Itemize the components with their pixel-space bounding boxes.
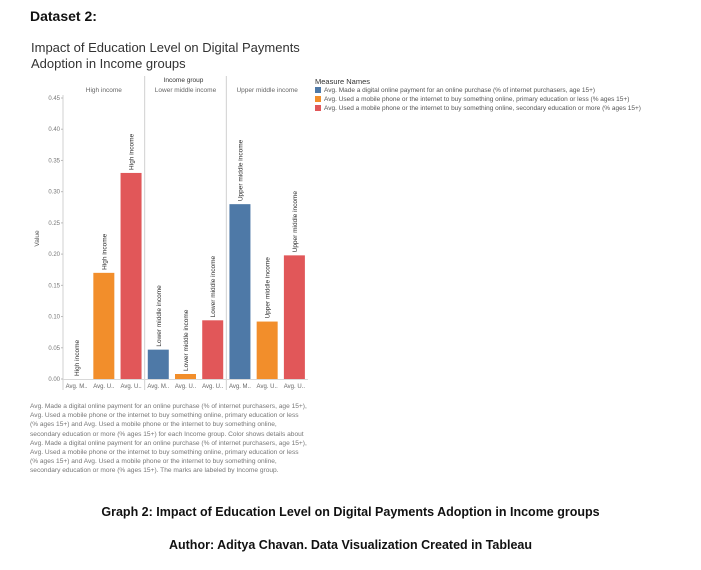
bar-data-label: Upper middle income	[292, 191, 299, 253]
y-tick-label: 0.40	[48, 127, 60, 133]
bar	[93, 272, 115, 379]
group-header: Upper middle income	[236, 87, 298, 94]
bar	[175, 374, 196, 379]
x-tick-label: Avg. M..	[66, 384, 88, 390]
bar-data-label: Lower middle income	[156, 285, 163, 347]
x-tick-label: Avg. M..	[147, 384, 169, 390]
chart-title: Impact of Education Level on Digital Pay…	[31, 40, 300, 71]
bar-data-label: Lower middle income	[183, 309, 190, 371]
legend-label: Avg. Used a mobile phone or the internet…	[324, 96, 630, 103]
bar-data-label: High income	[129, 133, 136, 170]
legend-item-digital-payment: Avg. Made a digital online payment for a…	[315, 87, 595, 94]
dataset-label: Dataset 2:	[30, 8, 97, 24]
x-tick-label: Avg. U..	[284, 384, 306, 390]
y-tick-label: 0.05	[48, 346, 60, 352]
legend-swatch	[315, 87, 321, 93]
x-tick-label: Avg. U..	[175, 384, 197, 390]
bar	[120, 172, 142, 379]
bar	[283, 255, 305, 379]
legend-title: Measure Names	[315, 77, 371, 86]
legend-swatch	[315, 96, 321, 102]
bar-chart: Income group High income Lower middle inco…	[34, 76, 308, 390]
x-tick-label: Avg. U..	[93, 384, 115, 390]
group-header: Lower middle income	[155, 87, 217, 94]
y-tick-label: 0.10	[48, 315, 60, 321]
y-tick-label: 0.25	[48, 221, 60, 227]
bar-data-label: Lower middle income	[210, 256, 217, 318]
bar-data-label: Upper middle income	[237, 139, 244, 201]
y-tick-label: 0.30	[48, 190, 60, 196]
x-tick-label: Avg. U..	[120, 384, 142, 390]
author-credit: Author: Aditya Chavan. Data Visualizatio…	[168, 538, 533, 552]
x-tick-label: Avg. U..	[257, 384, 279, 390]
x-tick-label: Avg. U..	[202, 384, 224, 390]
bar-data-label: Upper middle income	[265, 257, 272, 319]
bar	[147, 349, 169, 379]
y-axis-label: Value	[34, 230, 41, 247]
y-tick-label: 0.35	[48, 158, 60, 164]
y-tick-label: 0.20	[48, 252, 60, 258]
bar-data-label: High income	[101, 233, 108, 270]
chart-description-note: Avg. Made a digital online payment for a…	[30, 403, 307, 475]
bar-data-label: High income	[74, 339, 81, 376]
legend-label: Avg. Made a digital online payment for a…	[324, 87, 596, 94]
legend-item-primary-education: Avg. Used a mobile phone or the internet…	[315, 96, 629, 103]
group-header: High income	[86, 87, 123, 94]
bar	[229, 204, 251, 379]
legend-swatch	[315, 105, 321, 111]
y-tick-label: 0.00	[48, 377, 60, 383]
y-tick-label: 0.15	[48, 283, 60, 289]
figure-caption: Graph 2: Impact of Education Level on Di…	[101, 505, 600, 519]
legend-label: Avg. Used a mobile phone or the internet…	[324, 105, 641, 112]
bar	[256, 321, 278, 379]
legend-item-secondary-education: Avg. Used a mobile phone or the internet…	[315, 105, 641, 112]
x-tick-label: Avg. M..	[229, 384, 251, 390]
bar	[202, 320, 224, 379]
y-tick-label: 0.45	[48, 96, 60, 102]
column-header: Income group	[164, 77, 204, 84]
